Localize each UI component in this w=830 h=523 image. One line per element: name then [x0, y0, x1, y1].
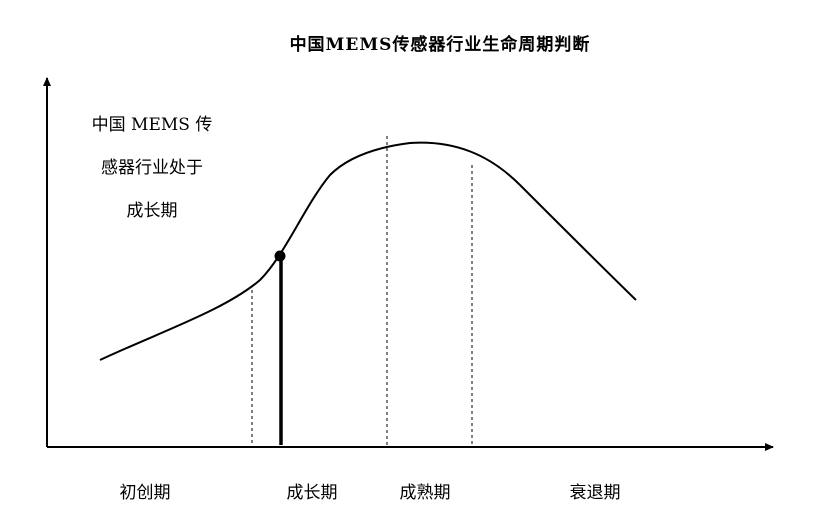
current-position-marker-dot	[274, 250, 286, 262]
stage-label-decline: 衰退期	[569, 483, 621, 503]
lifecycle-curve	[99, 141, 637, 361]
stage-label-startup: 初创期	[119, 483, 171, 503]
annotation-line-3: 成长期	[126, 201, 178, 221]
stage-annotation: 中国 MEMS 传 感器行业处于 成长期	[62, 104, 242, 233]
annotation-line-2: 感器行业处于	[101, 158, 203, 178]
chart-title: 中国MEMS传感器行业生命周期判断	[289, 35, 591, 55]
annotation-line-1: 中国 MEMS 传	[91, 115, 213, 135]
stage-label-growth: 成长期	[286, 483, 338, 503]
stage-label-maturity: 成熟期	[399, 483, 451, 503]
